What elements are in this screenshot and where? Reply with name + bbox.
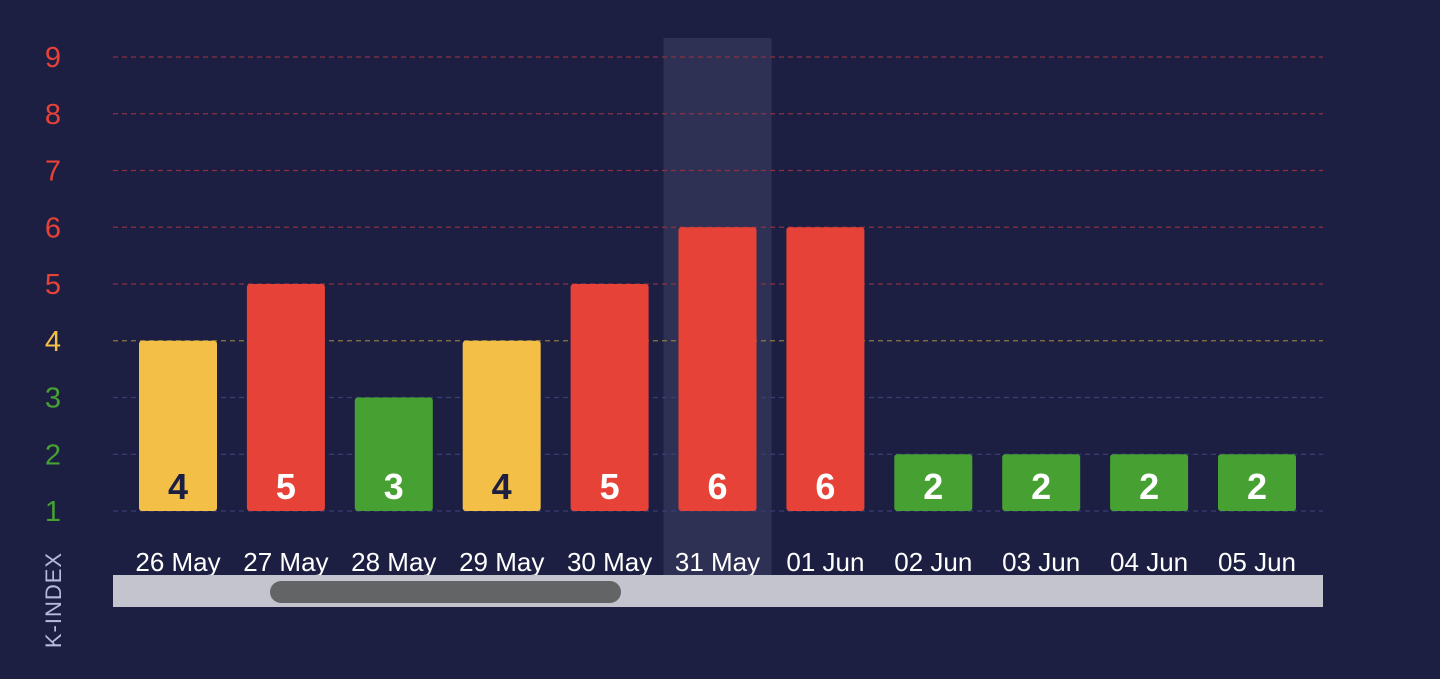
y-tick-label: 2 xyxy=(45,439,61,471)
chart-horizontal-scrollbar[interactable] xyxy=(113,575,1323,607)
y-tick-label: 7 xyxy=(45,156,61,188)
x-tick-label: 28 May xyxy=(351,547,436,577)
x-tick-label: 03 Jun xyxy=(1002,547,1080,577)
x-tick-label: 05 Jun xyxy=(1218,547,1296,577)
x-tick-label: 04 Jun xyxy=(1110,547,1188,577)
bar[interactable] xyxy=(1218,454,1296,511)
bar[interactable] xyxy=(678,227,757,511)
bar-value-label: 5 xyxy=(600,466,620,507)
bar[interactable] xyxy=(354,397,433,512)
x-tick-label: 27 May xyxy=(243,547,328,577)
bar-value-label: 6 xyxy=(815,466,835,507)
bar[interactable] xyxy=(246,284,325,511)
y-axis-title: K-INDEX xyxy=(41,551,66,649)
bar-value-label: 2 xyxy=(1139,466,1159,507)
bar-value-label: 2 xyxy=(1031,466,1051,507)
bar[interactable] xyxy=(1110,454,1189,511)
bar[interactable] xyxy=(570,284,649,511)
x-tick-label: 26 May xyxy=(135,547,220,577)
y-tick-label: 9 xyxy=(45,42,61,74)
x-tick-label: 01 Jun xyxy=(786,547,864,577)
bar-value-label: 3 xyxy=(384,466,404,507)
x-tick-label: 29 May xyxy=(459,547,544,577)
bar[interactable] xyxy=(139,340,217,511)
bar[interactable] xyxy=(1002,454,1081,511)
bar-value-label: 4 xyxy=(168,466,188,507)
y-tick-label: 4 xyxy=(45,326,61,358)
y-tick-label: 1 xyxy=(45,496,61,528)
y-tick-label: 6 xyxy=(45,212,61,244)
x-tick-label: 02 Jun xyxy=(894,547,972,577)
y-tick-label: 3 xyxy=(45,383,61,415)
bar[interactable] xyxy=(462,340,541,511)
bar-value-label: 6 xyxy=(707,466,727,507)
bar-value-label: 2 xyxy=(923,466,943,507)
y-tick-label: 5 xyxy=(45,269,61,301)
x-tick-label: 30 May xyxy=(567,547,652,577)
y-tick-label: 8 xyxy=(45,99,61,131)
bar-value-label: 2 xyxy=(1247,466,1267,507)
scrollbar-thumb[interactable] xyxy=(270,581,621,603)
x-tick-label: 31 May xyxy=(675,547,760,577)
bar[interactable] xyxy=(786,227,865,511)
bar[interactable] xyxy=(894,454,973,511)
bar-value-label: 4 xyxy=(492,466,512,507)
bar-value-label: 5 xyxy=(276,466,296,507)
